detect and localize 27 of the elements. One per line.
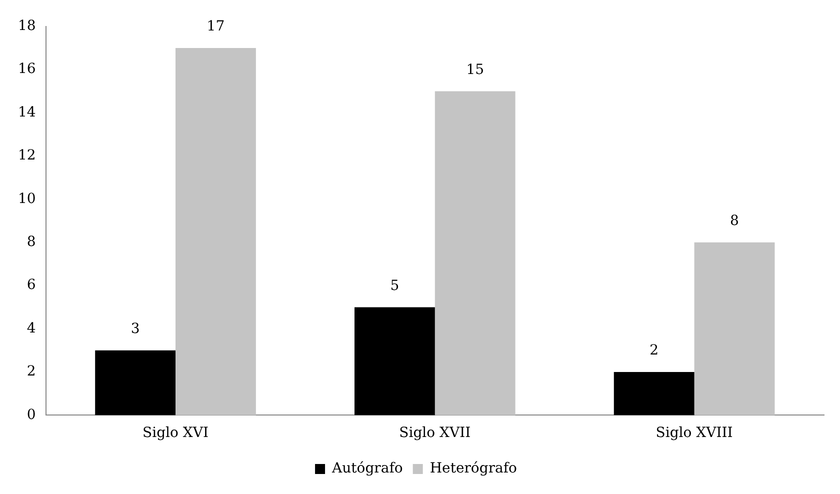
- y-tick-label: 4: [26, 320, 36, 336]
- bar: [434, 91, 516, 416]
- data-label: 17: [206, 18, 225, 35]
- y-tick-label: 18: [18, 18, 36, 34]
- bar: [95, 350, 176, 416]
- y-tick-label: 14: [18, 104, 36, 120]
- bar: [176, 48, 256, 416]
- x-tick-label: Siglo XVI: [142, 425, 209, 442]
- data-label: 5: [390, 278, 400, 294]
- y-tick-label: 2: [26, 364, 36, 380]
- y-tick-label: 12: [18, 148, 36, 164]
- bar: [614, 372, 694, 416]
- x-tick-label: Siglo XVII: [399, 425, 471, 442]
- data-label: 3: [130, 321, 140, 338]
- y-tick-label: 8: [26, 234, 36, 250]
- legend-label: Heterógrafo: [430, 460, 517, 477]
- y-tick-label: 6: [26, 277, 36, 294]
- data-label: 2: [650, 342, 659, 359]
- legend-label: Autógrafo: [331, 460, 403, 477]
- x-tick-label: Siglo XVIII: [656, 425, 733, 442]
- y-tick-label: 16: [18, 61, 36, 78]
- bar: [694, 242, 775, 416]
- data-label: 15: [466, 62, 484, 78]
- bar: [354, 307, 435, 416]
- y-tick-label: 0: [26, 406, 36, 423]
- y-tick-label: 10: [18, 190, 36, 207]
- data-label: 8: [730, 213, 739, 230]
